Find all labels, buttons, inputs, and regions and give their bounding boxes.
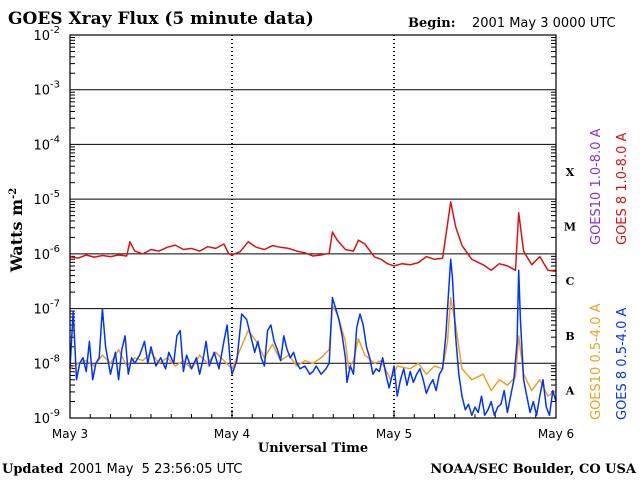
x-tick-label: May 6 <box>538 427 574 441</box>
y-tick-exp: -4 <box>50 134 60 145</box>
y-axis-title-sup: -2 <box>8 188 19 199</box>
updated-value: 2001 May 5 23:56:05 UTC <box>69 462 242 477</box>
legend-entry-3: GOES 8 0.5-4.0 A <box>615 308 630 420</box>
series-line-3 <box>69 258 557 417</box>
flare-class-B: B <box>565 330 574 343</box>
y-tick-labels: 10-210-310-410-510-610-710-810-9 <box>33 25 60 427</box>
y-tick-base: 10 <box>33 412 50 427</box>
y-tick-label: 10-2 <box>33 25 60 44</box>
y-axis-title: Watts m-2 <box>7 188 26 273</box>
begin-label: Begin: <box>408 16 456 31</box>
y-tick-base: 10 <box>33 84 50 99</box>
y-tick-label: 10-6 <box>33 244 60 263</box>
y-tick-label: 10-7 <box>33 299 60 318</box>
y-tick-base: 10 <box>33 303 50 318</box>
y-tick-exp: -2 <box>50 25 60 36</box>
grid-layer <box>69 35 557 418</box>
y-tick-label: 10-9 <box>33 408 60 427</box>
y-tick-base: 10 <box>33 248 50 263</box>
legend-entry-2: GOES10 0.5-4.0 A <box>589 303 604 420</box>
y-tick-exp: -3 <box>50 80 60 91</box>
series-layer <box>69 201 557 417</box>
y-tick-base: 10 <box>33 193 50 208</box>
plot-frame <box>69 34 557 419</box>
flare-class-A: A <box>565 385 575 398</box>
x-tick-labels: May 3 May 4 May 5 May 6 <box>52 427 574 441</box>
y-tick-base: 10 <box>33 138 50 153</box>
x-tick-label: May 5 <box>376 427 412 441</box>
y-tick-label: 10-4 <box>33 134 60 153</box>
y-axis-title-text: Watts m <box>7 199 26 273</box>
y-tick-label: 10-8 <box>33 353 60 372</box>
x-tick-label: May 3 <box>52 427 88 441</box>
chart-title: GOES Xray Flux (5 minute data) <box>8 9 314 29</box>
y-tick-exp: -9 <box>50 408 60 419</box>
series-line-1 <box>69 201 557 273</box>
y-tick-exp: -6 <box>50 244 60 255</box>
flare-class-C: C <box>566 275 575 288</box>
legend-entry-0: GOES10 1.0-8.0 A <box>589 128 604 245</box>
x-axis-title: Universal Time <box>258 441 368 456</box>
updated-label: Updated <box>2 462 63 477</box>
x-tick-label: May 4 <box>214 427 250 441</box>
y-tick-base: 10 <box>33 357 50 372</box>
begin-value: 2001 May 3 0000 UTC <box>472 16 616 31</box>
legend: GOES10 1.0-8.0 A GOES 8 1.0-8.0 A GOES10 0… <box>589 128 630 420</box>
y-tick-label: 10-3 <box>33 80 60 99</box>
legend-entry-1: GOES 8 1.0-8.0 A <box>615 133 630 245</box>
y-tick-label: 10-5 <box>33 189 60 208</box>
footer-credit: NOAA/SEC Boulder, CO USA <box>430 462 637 477</box>
y-tick-exp: -8 <box>50 353 60 364</box>
flare-class-M: M <box>564 221 576 234</box>
y-tick-exp: -5 <box>50 189 60 200</box>
footer-updated: Updated 2001 May 5 23:56:05 UTC <box>2 462 242 477</box>
flare-class-labels: X M C B A <box>564 166 576 398</box>
flare-class-X: X <box>566 166 575 179</box>
y-tick-base: 10 <box>33 29 50 44</box>
y-tick-exp: -7 <box>50 299 60 310</box>
